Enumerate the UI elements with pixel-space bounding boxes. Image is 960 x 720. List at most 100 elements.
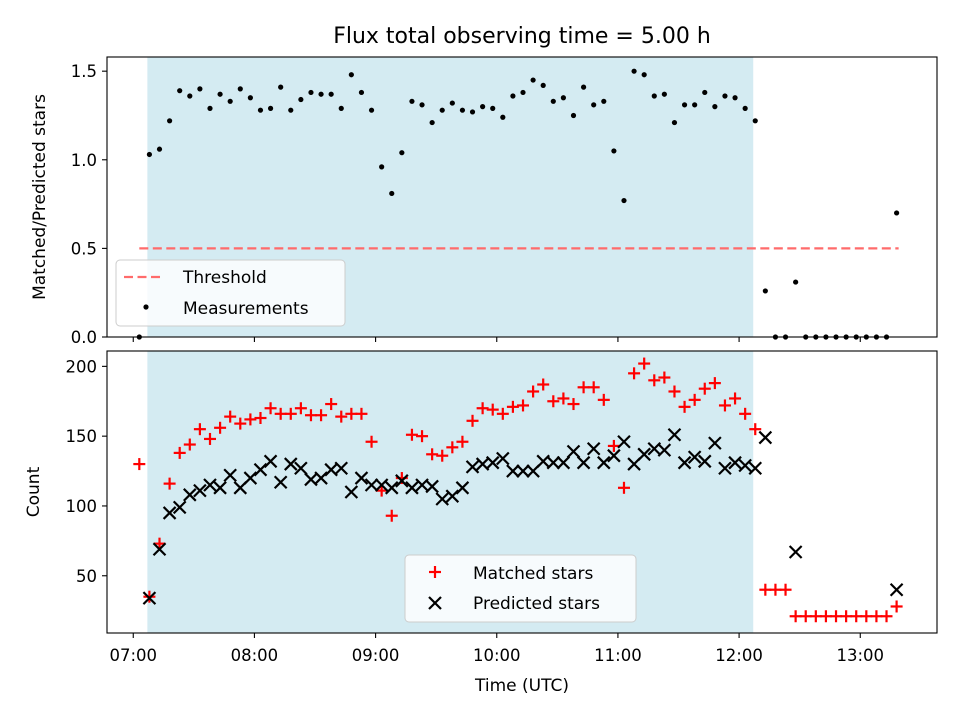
matched-star-point-57: [708, 377, 721, 390]
predicted-star-point-30: [445, 489, 460, 503]
bottom-y-tick-label-0: 50: [76, 567, 97, 586]
matched-star-point-46: [597, 393, 610, 406]
matched-star-point-36: [496, 407, 509, 420]
measurement-point-7: [207, 105, 213, 111]
matched-star-point-8: [214, 421, 227, 434]
measurement-point-40: [540, 82, 546, 88]
measurement-point-36: [500, 114, 506, 120]
matched-star-point-56: [698, 382, 711, 395]
bottom-y-tick-label-3: 200: [66, 357, 98, 376]
matched-star-point-19: [325, 398, 338, 411]
top-y-tick-label-3: 1.5: [71, 62, 97, 81]
top-legend: Threshold Measurements: [115, 259, 346, 327]
matched-star-point-40: [537, 378, 550, 391]
matched-star-point-5: [183, 438, 196, 451]
predicted-star-point-19: [334, 461, 349, 476]
matched-star-point-2: [153, 537, 166, 550]
matched-star-point-41: [547, 395, 560, 408]
measurement-point-43: [570, 112, 577, 119]
matched-star-point-60: [739, 407, 752, 420]
matched-star-point-25: [385, 509, 398, 522]
predicted-star-point-36: [506, 464, 520, 478]
bottom-legend-box: [404, 554, 637, 623]
predicted-star-point-52: [667, 427, 682, 442]
matched-star-point-6: [193, 423, 206, 436]
measurement-point-51: [651, 93, 657, 99]
matched-star-point-15: [284, 407, 297, 420]
matched-star-point-44: [577, 381, 590, 394]
chart-title: Flux total observing time = 5.00 h: [333, 24, 711, 49]
measurement-point-61: [752, 118, 758, 124]
measurement-point-54: [681, 102, 688, 108]
matched-star-point-53: [668, 385, 681, 398]
matched-star-point-4: [173, 446, 186, 459]
x-tick-label-07-00: 07:00: [109, 646, 157, 665]
matched-star-point-12: [254, 412, 267, 425]
measurement-point-57: [712, 104, 718, 110]
bottom-legend: Matched stars Predicted stars: [404, 554, 637, 623]
measurement-point-16: [298, 96, 304, 103]
matched-star-point-11: [244, 413, 257, 426]
legend-measurements-label: Measurements: [183, 299, 309, 319]
predicted-star-point-15: [294, 461, 308, 476]
legend-threshold-label: Threshold: [182, 268, 267, 288]
matched-star-point-52: [658, 371, 671, 384]
measurement-point-24: [379, 164, 385, 170]
measurement-point-48: [621, 197, 627, 204]
matched-star-point-29: [426, 448, 439, 461]
predicted-star-point-11: [253, 462, 268, 477]
legend-measurements-swatch: [143, 304, 149, 310]
predicted-star-point-49: [637, 447, 651, 462]
predicted-star-point-28: [425, 479, 439, 494]
measurement-point-3: [167, 118, 173, 124]
predicted-star-point-55: [697, 454, 712, 469]
matched-star-point-17: [304, 409, 317, 422]
measurement-point-13: [267, 105, 274, 111]
matched-star-point-70: [840, 610, 853, 623]
measurement-point-12: [257, 107, 264, 113]
measurement-point-38: [520, 89, 526, 96]
predicted-star-point-45: [597, 455, 611, 470]
x-axis-label: Time (UTC): [474, 676, 569, 696]
predicted-star-point-35: [496, 451, 510, 466]
x-tick-label-09-00: 09:00: [352, 646, 400, 665]
bottom-axes-frame: [106, 350, 938, 634]
predicted-star-point-53: [677, 455, 692, 470]
predicted-star-point-7: [213, 481, 227, 495]
predicted-star-point-57: [718, 461, 732, 476]
measurement-point-31: [449, 100, 455, 106]
matched-star-point-33: [466, 414, 479, 427]
measurement-point-25: [389, 190, 395, 197]
measurement-point-39: [530, 77, 536, 83]
measurement-point-9: [227, 98, 233, 104]
measurement-point-42: [560, 95, 566, 101]
legend-predicted-swatch: [428, 596, 442, 610]
measurement-point-44: [580, 84, 587, 90]
matched-star-point-73: [870, 610, 883, 623]
measurement-point-55: [692, 102, 698, 108]
top-axes-frame: [106, 56, 938, 338]
matched-star-point-63: [769, 583, 782, 596]
predicted-star-point-0: [142, 591, 157, 605]
predicted-star-point-17: [314, 471, 328, 485]
predicted-star-point-47: [617, 434, 631, 449]
x-tick-label-08-00: 08:00: [231, 646, 279, 665]
measurement-point-53: [671, 119, 678, 126]
matched-star-point-21: [345, 407, 358, 420]
bottom-panel: 07:00 08:00 09:00 10:00 11:00 12:00 13:00 50 10…: [24, 350, 938, 696]
measurement-point-46: [601, 98, 607, 104]
matched-star-point-67: [809, 610, 822, 623]
bottom-y-tick-label-2: 150: [66, 427, 98, 446]
measurement-point-5: [187, 93, 193, 99]
predicted-star-point-24: [384, 481, 399, 495]
measurement-point-17: [308, 89, 314, 96]
measurement-point-22: [358, 89, 365, 96]
predicted-star-point-58: [728, 455, 742, 470]
measurement-point-19: [328, 91, 334, 97]
measurement-point-4: [177, 88, 183, 94]
matched-star-point-27: [405, 428, 418, 441]
measurement-point-60: [742, 105, 748, 111]
matched-star-point-62: [759, 583, 772, 596]
predicted-star-point-8: [223, 468, 237, 483]
matched-star-point-34: [476, 402, 489, 415]
